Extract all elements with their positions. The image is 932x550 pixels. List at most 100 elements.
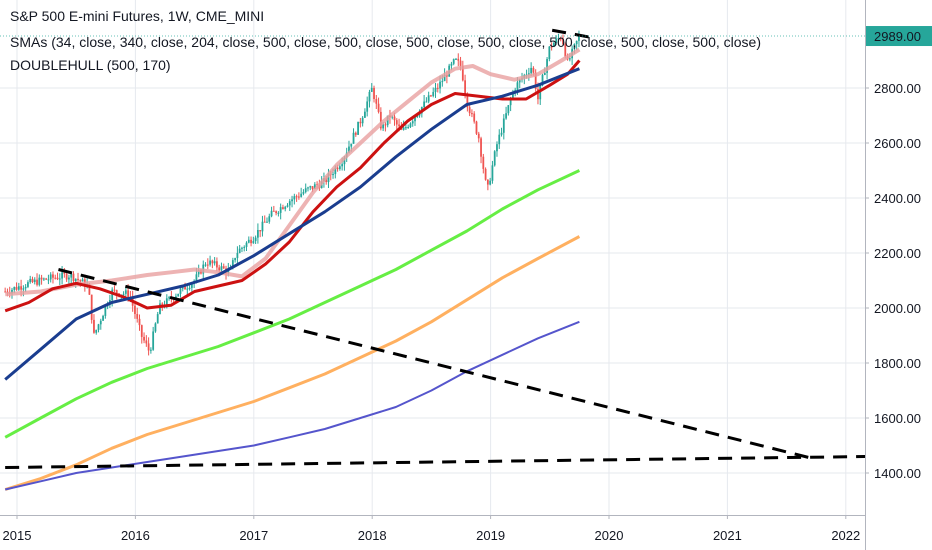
candle-down [88,284,91,295]
candle-down [562,38,564,45]
candle-up [434,87,437,92]
candle-up [541,74,544,86]
candle-up [455,58,457,60]
candle-up [509,99,512,106]
candle-down [113,289,116,291]
candle-down [222,266,225,269]
x-tick-label: 2018 [358,528,387,543]
x-tick-label: 2020 [595,528,624,543]
candle-up [97,324,100,330]
trend-line-2[interactable] [5,455,869,469]
candle-down [471,113,473,115]
candle-up [42,278,45,280]
candle-up [159,303,161,315]
candle-up [231,260,234,268]
candle-up [104,306,107,316]
y-tick-label: 1400.00 [874,466,921,481]
candle-up [149,349,152,351]
candle-up [505,113,507,119]
candle-up [493,151,496,166]
candle-down [250,239,252,244]
trend-line-3[interactable] [551,28,598,40]
candle-up [168,297,170,299]
candle-up [47,279,50,281]
candle-up [391,116,394,118]
candle-up [416,115,419,117]
candle-up [22,288,25,290]
candle-down [20,286,22,290]
candle-up [309,186,312,188]
candle-up [507,105,510,114]
candle-up [261,221,264,232]
candle-up [291,199,293,202]
candle-up [578,35,580,41]
sma-line-3 [4,67,580,381]
candle-up [241,247,243,249]
candle-up [313,184,316,189]
candle-down [275,211,278,214]
candle-down [216,261,218,268]
candle-up [352,132,355,144]
candle-up [427,95,430,102]
candle-up [348,146,350,153]
candle-up [530,67,533,74]
candle-up [527,73,530,75]
trend-line-1[interactable] [58,268,811,460]
candle-down [36,279,38,285]
candle-up [555,38,558,44]
candle-up [124,290,127,294]
candle-up [38,277,41,285]
x-tick-label: 2015 [3,528,32,543]
candle-up [284,206,287,210]
candle-up [154,323,157,332]
candle-down [206,264,209,266]
candle-up [252,241,255,244]
candle-down [377,103,380,112]
candle-down [336,167,339,170]
candle-up [234,258,237,261]
doublehull-indicator-label[interactable]: DOUBLEHULL (500, 170) [10,57,171,73]
candle-down [473,113,476,122]
candle-down [477,133,480,139]
candle-up [368,91,371,102]
x-tick-label: 2016 [121,528,150,543]
candle-down [63,272,66,274]
candle-up [575,40,578,45]
candle-up [49,274,52,280]
candle-down [90,294,93,320]
candle-up [489,180,492,185]
candle-up [186,288,189,290]
candle-down [295,196,298,198]
candle-up [332,174,334,176]
candle-up [288,201,291,206]
candle-down [136,313,139,319]
candle-up [254,237,257,242]
candle-up [343,157,346,165]
candle-up [24,286,27,289]
last-price-tag[interactable] [866,26,932,47]
candle-up [366,101,369,112]
chart-title: S&P 500 E-mini Futures, 1W, CME_MINI [10,8,265,24]
candle-down [379,111,382,129]
candle-down [272,210,275,212]
candle-up [247,239,250,243]
candle-up [502,118,505,133]
candle-up [99,320,102,325]
candle-down [461,65,464,81]
candles-group [4,30,580,356]
candle-down [297,196,300,198]
candle-up [27,282,29,287]
candle-up [341,164,344,167]
candle-down [468,107,471,114]
candle-down [537,89,539,100]
candle-up [425,101,428,103]
candle-up [361,117,364,124]
sma-indicator-label[interactable]: SMAs (34, close, 340, close, 204, close,… [10,34,761,50]
candle-up [500,132,503,135]
candle-up [293,196,296,200]
candle-up [190,283,193,288]
candle-up [111,289,114,301]
candle-up [81,279,84,282]
sma-line-6 [4,320,580,491]
